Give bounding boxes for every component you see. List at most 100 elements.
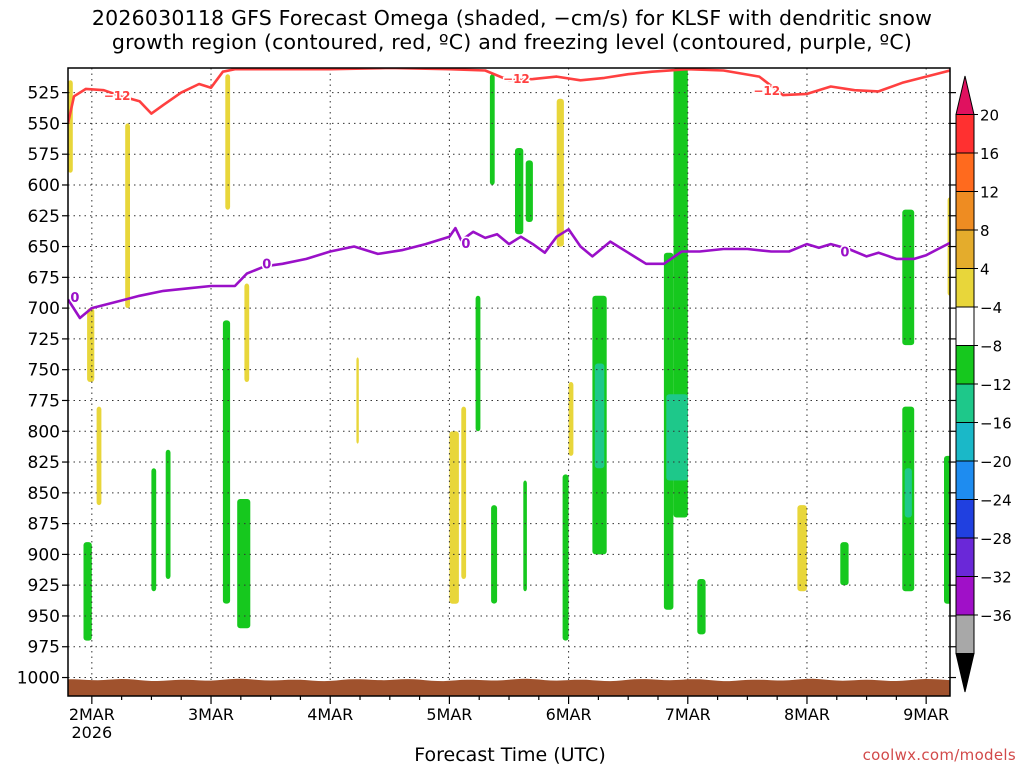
colorbar-segment: [955, 653, 975, 693]
y-tick-label: 700: [28, 299, 60, 319]
y-tick-label: 775: [28, 391, 60, 411]
omega-region: [562, 474, 569, 641]
dgz-contour-label: −12: [503, 72, 530, 86]
y-tick-label: 725: [28, 330, 60, 350]
colorbar-segment: [955, 499, 975, 539]
x-tick-label: 9MAR: [903, 705, 949, 724]
omega-region: [525, 160, 533, 222]
colorbar-label: −24: [980, 492, 1012, 510]
omega-region: [237, 499, 251, 629]
plot-frame: [67, 67, 951, 697]
colorbar-label: 8: [980, 222, 990, 240]
y-tick-label: 800: [28, 422, 60, 442]
omega-region: [461, 406, 467, 579]
colorbar-label: −16: [980, 415, 1012, 433]
x-tick-label: 6MAR: [546, 705, 592, 724]
omega-region: [449, 431, 459, 604]
omega-region: [697, 579, 706, 635]
colorbar-segment: [955, 614, 975, 654]
x-tick-label: 2MAR: [69, 705, 115, 724]
colorbar-label: 16: [980, 145, 999, 163]
omega-region: [151, 468, 157, 592]
omega-region: [222, 320, 231, 604]
y-tick-label: 875: [28, 515, 60, 535]
freezing-level-label: 0: [262, 258, 271, 273]
omega-region: [556, 98, 564, 247]
colorbar-label: −20: [980, 453, 1012, 471]
plot-contents: −12 −12 −12 0 0 0 0: [68, 68, 950, 696]
dgz-contour-label: −12: [753, 84, 780, 98]
omega-region: [475, 295, 481, 432]
omega-region: [666, 394, 688, 481]
omega-region: [225, 74, 231, 210]
x-tick-label: 4MAR: [307, 705, 353, 724]
dgz-contour-label: −12: [104, 89, 131, 103]
freezing-level-contour: [68, 226, 950, 320]
credit-text: coolwx.com/models: [862, 746, 1016, 764]
omega-region: [902, 209, 915, 346]
colorbar-segment: [955, 306, 975, 346]
y-tick-label: 625: [28, 207, 60, 227]
y-tick-label: 525: [28, 84, 60, 104]
colorbar-segment: [955, 383, 975, 423]
colorbar-label: 20: [980, 107, 999, 125]
colorbar-label: −12: [980, 376, 1012, 394]
y-tick-label: 550: [28, 114, 60, 134]
x-tick-label: 3MAR: [188, 705, 234, 724]
x-tick-label: 5MAR: [426, 705, 472, 724]
colorbar-label: −36: [980, 607, 1012, 625]
colorbar-label: −32: [980, 569, 1012, 587]
terrain: [68, 678, 950, 696]
x-tick-label: 8MAR: [784, 705, 830, 724]
y-tick-label: 850: [28, 484, 60, 504]
x-tick-label: 7MAR: [665, 705, 711, 724]
freezing-level-label: 0: [70, 291, 79, 306]
colorbar-segment: [955, 114, 975, 154]
omega-region: [244, 283, 250, 382]
colorbar-label: 4: [980, 261, 990, 279]
omega-region: [904, 468, 912, 518]
omega-region: [568, 382, 574, 456]
omega-region: [491, 505, 498, 604]
y-tick-label: 650: [28, 238, 60, 258]
colorbar-segment: [955, 537, 975, 577]
colorbar-segment: [955, 152, 975, 192]
omega-region: [797, 505, 807, 592]
y-tick-label: 600: [28, 176, 60, 196]
omega-region: [96, 406, 102, 506]
colorbar-label: 12: [980, 184, 999, 202]
omega-region: [125, 123, 130, 309]
omega-region: [489, 74, 495, 185]
colorbar-segment: [955, 345, 975, 385]
x-axis-title: Forecast Time (UTC): [414, 744, 606, 766]
y-tick-label: 750: [28, 361, 60, 381]
y-tick-label: 950: [28, 607, 60, 627]
y-tick-label: 575: [28, 145, 60, 165]
freezing-level-label: 0: [840, 245, 849, 260]
omega-region: [515, 148, 524, 235]
y-tick-label: 1000: [17, 669, 60, 689]
omega-region: [944, 455, 950, 604]
plot-area: −12 −12 −12 0 0 0 0 525 550 575 600 625 650 675 700 725…: [17, 67, 956, 742]
colorbar-label: −4: [980, 299, 1002, 317]
colorbar-segment: [955, 75, 975, 115]
colorbar-segment: [955, 268, 975, 308]
omega-region: [87, 308, 95, 382]
y-tick-label: 825: [28, 453, 60, 473]
title-line-2: growth region (contoured, red, ºC) and f…: [111, 30, 913, 54]
omega-region: [165, 449, 171, 579]
title-line-1: 2026030118 GFS Forecast Omega (shaded, −…: [91, 6, 933, 30]
omega-region: [83, 542, 92, 641]
colorbar-segment: [955, 191, 975, 231]
y-tick-label: 925: [28, 576, 60, 596]
colorbar-label: −28: [980, 530, 1012, 548]
colorbar-label: −8: [980, 338, 1002, 356]
x-year-label: 2026: [71, 723, 112, 742]
y-tick-label: 975: [28, 638, 60, 658]
colorbar-segment: [955, 422, 975, 462]
chart-title: 2026030118 GFS Forecast Omega (shaded, −…: [0, 6, 1024, 54]
colorbar-segment: [955, 576, 975, 616]
freezing-level-label: 0: [461, 237, 470, 252]
omega-region: [840, 542, 849, 586]
